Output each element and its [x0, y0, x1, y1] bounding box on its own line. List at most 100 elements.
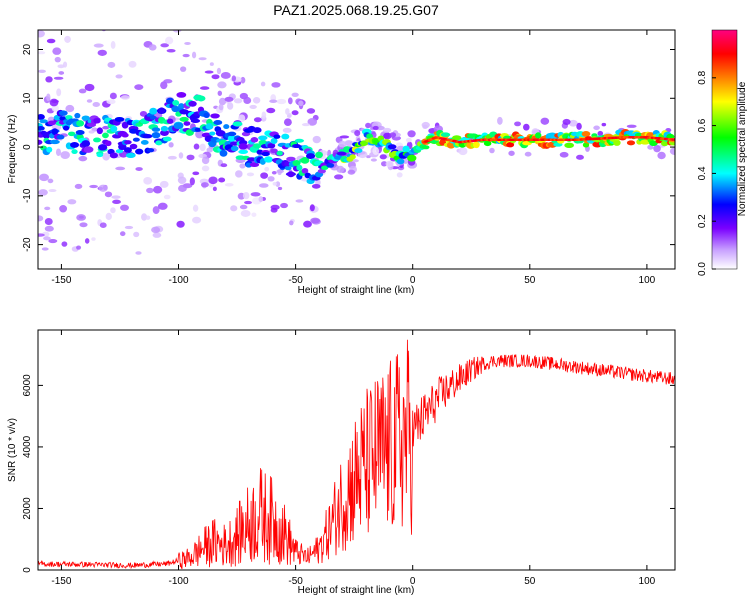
heatmap-cell [396, 158, 405, 165]
heatmap-cell [188, 100, 197, 107]
colorbar-tick-label: 0.2 [697, 214, 708, 228]
heatmap-cell [523, 123, 530, 131]
spectrogram-x-ticks: -150 -100 -50 0 50 100 [51, 30, 656, 286]
heatmap-cell [213, 120, 223, 125]
heatmap-cell [152, 232, 162, 238]
colorbar-tick-label: 0.8 [697, 70, 708, 84]
heatmap-cell [276, 150, 283, 156]
heatmap-cell [96, 152, 104, 158]
heatmap-cell [109, 92, 117, 100]
heatmap-cell [110, 125, 118, 133]
heatmap-cell [253, 117, 262, 123]
heatmap-cell [53, 76, 64, 80]
heatmap-cell [59, 204, 68, 213]
heatmap-cell [192, 204, 199, 212]
heatmap-cell [164, 36, 174, 45]
heatmap-cell [198, 57, 207, 61]
x-tick-label: 50 [524, 275, 536, 286]
heatmap-cell [189, 177, 195, 186]
heatmap-cell [601, 122, 607, 127]
heatmap-cell [168, 4, 176, 10]
heatmap-cell [160, 81, 168, 90]
heatmap-cell [243, 96, 252, 104]
heatmap-cell [46, 93, 51, 102]
heatmap-cell [204, 70, 214, 74]
heatmap-cell [146, 187, 154, 194]
heatmap-cell [365, 122, 372, 129]
heatmap-cell [141, 213, 148, 221]
y-tick-label: 0 [22, 144, 33, 150]
heatmap-cell [39, 173, 49, 182]
heatmap-cell [112, 199, 121, 204]
heatmap-cell [230, 205, 238, 212]
heatmap-cell [540, 117, 550, 125]
heatmap-cell [287, 97, 293, 105]
heatmap-cell [260, 81, 266, 87]
heatmap-cell [58, 110, 68, 116]
heatmap-cell [135, 251, 142, 255]
heatmap-cell [220, 72, 231, 79]
heatmap-cell [366, 155, 371, 159]
heatmap-cell [48, 239, 58, 244]
heatmap-cell [110, 207, 116, 214]
heatmap-cell [312, 135, 321, 144]
x-tick-label: 100 [639, 275, 656, 286]
heatmap-cell [281, 133, 290, 140]
spectrogram-frame [37, 29, 676, 270]
heatmap-cell [385, 160, 394, 168]
heatmap-cell [252, 127, 262, 134]
heatmap-cell [76, 214, 87, 221]
heatmap-cell [155, 140, 163, 146]
heatmap-cell [258, 135, 268, 141]
x-tick-label: -150 [51, 275, 71, 286]
heatmap-cell [164, 10, 172, 14]
heatmap-cell [168, 142, 174, 148]
heatmap-cell [44, 225, 54, 232]
heatmap-cell [271, 170, 277, 175]
heatmap-cell [354, 148, 363, 154]
snr-x-ticks: -150 -100 -50 0 50 100 [51, 330, 656, 587]
heatmap-cell [270, 137, 278, 145]
heatmap-cell [514, 121, 522, 127]
heatmap-cell [38, 139, 43, 145]
heatmap-cell [201, 165, 210, 172]
heatmap-cell [93, 43, 104, 48]
heatmap-cell [239, 163, 246, 169]
x-tick-label: -150 [51, 576, 71, 587]
heatmap-cell [244, 200, 252, 205]
heatmap-cell [305, 153, 316, 159]
heatmap-cell [276, 98, 287, 105]
heatmap-cell [382, 127, 392, 133]
heatmap-cell [38, 215, 44, 222]
heatmap-cell [568, 119, 578, 127]
heatmap-cell [283, 118, 292, 127]
heatmap-cell [56, 88, 62, 97]
heatmap-cell [235, 170, 243, 178]
heatmap-cell [669, 147, 675, 155]
heatmap-cell [508, 150, 515, 156]
heatmap-cell [182, 53, 190, 58]
heatmap-cell [354, 130, 361, 137]
snr-frame [37, 329, 676, 571]
heatmap-cell [576, 122, 582, 130]
heatmap-cell [193, 143, 200, 150]
heatmap-cell [407, 130, 416, 138]
heatmap-cell [143, 177, 153, 185]
heatmap-cell [74, 183, 83, 189]
heatmap-cell [93, 118, 101, 124]
heatmap-cell [349, 154, 356, 160]
heatmap-cell [60, 15, 65, 22]
heatmap-cell [657, 151, 666, 160]
heatmap-cell [99, 222, 107, 228]
heatmap-cell [224, 96, 234, 102]
heatmap-cell [186, 154, 195, 161]
heatmap-cell [106, 99, 116, 105]
heatmap-cell [597, 130, 604, 137]
heatmap-cell [205, 123, 214, 130]
heatmap-cell [169, 11, 174, 16]
heatmap-cell [292, 159, 301, 167]
heatmap-cell [203, 112, 210, 118]
heatmap-cell [177, 176, 187, 185]
colorbar-tick-label: 0.6 [697, 118, 708, 132]
